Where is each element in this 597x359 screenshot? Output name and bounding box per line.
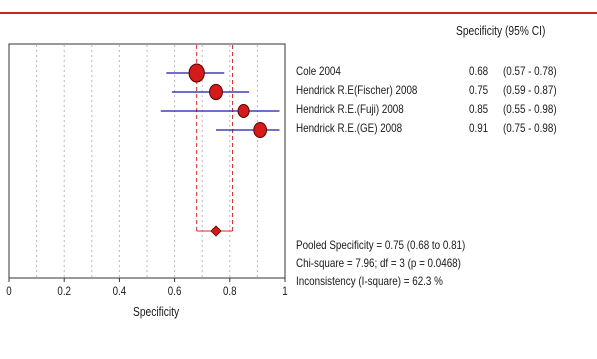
- inconsistency-text: Inconsistency (I-square) = 62.3 %: [296, 274, 443, 288]
- x-tick-label: 0.4: [113, 285, 127, 298]
- study-point: [188, 63, 205, 83]
- study-ci: (0.55 - 0.98): [503, 102, 557, 116]
- study-point: [209, 83, 223, 101]
- study-value: 0.68: [469, 64, 489, 78]
- study-ci: (0.57 - 0.78): [503, 64, 557, 78]
- study-name: Cole 2004: [296, 64, 341, 78]
- top-rule: [0, 12, 597, 14]
- x-tick-label: 1: [282, 285, 287, 298]
- column-header-specificity: Specificity (95% CI): [456, 24, 546, 38]
- x-tick-label: 0.8: [223, 285, 237, 298]
- study-point: [253, 122, 268, 138]
- study-name: Hendrick R.E.(GE) 2008: [296, 121, 403, 135]
- pooled-specificity-text: Pooled Specificity = 0.75 (0.68 to 0.81): [296, 238, 466, 252]
- chi-square-text: Chi-square = 7.96; df = 3 (p = 0.0468): [296, 256, 461, 270]
- x-tick-label: 0.6: [168, 285, 182, 298]
- study-ci: (0.75 - 0.98): [503, 121, 557, 135]
- study-point: [237, 104, 250, 118]
- study-value: 0.85: [469, 102, 489, 116]
- study-name: Hendrick R.E(Fischer) 2008: [296, 83, 418, 97]
- study-name: Hendrick R.E.(Fuji) 2008: [296, 102, 404, 116]
- study-ci: (0.59 - 0.87): [503, 83, 557, 97]
- plot-frame: [8, 43, 286, 279]
- x-tick-label: 0: [6, 285, 11, 298]
- x-axis-label: Specificity: [133, 305, 180, 319]
- x-tick-label: 0.2: [57, 285, 71, 298]
- study-value: 0.91: [469, 121, 489, 135]
- study-value: 0.75: [469, 83, 489, 97]
- pooled-diamond: [210, 225, 222, 237]
